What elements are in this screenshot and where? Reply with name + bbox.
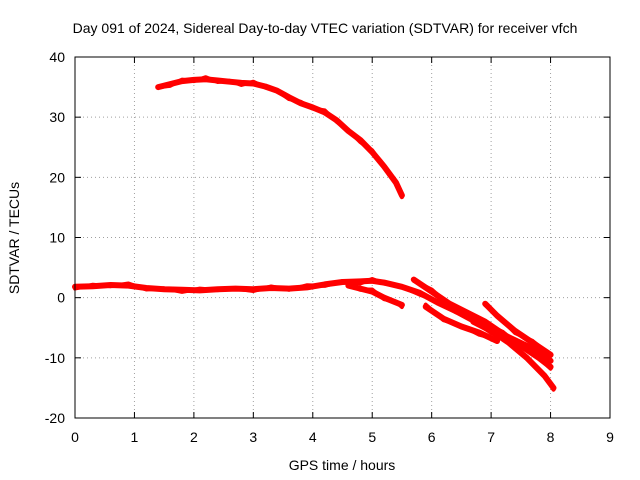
x-tick-label: 4 — [309, 429, 317, 445]
x-tick-label: 7 — [487, 429, 495, 445]
axis-ticks — [74, 56, 611, 419]
y-tick-label: 10 — [49, 230, 65, 246]
y-axis-title: SDTVAR / TECUs — [6, 182, 22, 294]
y-tick-label: -10 — [45, 350, 65, 366]
series-track-a-spread — [156, 75, 404, 200]
y-tick-label: -20 — [45, 410, 65, 426]
x-tick-label: 9 — [606, 429, 614, 445]
x-tick-label: 0 — [71, 429, 79, 445]
x-tick-label: 1 — [131, 429, 139, 445]
series-track-f-spread — [483, 303, 553, 358]
chart-title: Day 091 of 2024, Sidereal Day-to-day VTE… — [73, 20, 578, 36]
y-tick-label: 40 — [49, 49, 65, 65]
y-tick-label: 30 — [49, 109, 65, 125]
x-axis-title: GPS time / hours — [289, 457, 396, 473]
series-track-e-spread — [423, 302, 500, 342]
x-tick-label: 2 — [190, 429, 198, 445]
x-tick-label: 3 — [249, 429, 257, 445]
series-track-d-spread — [411, 278, 553, 371]
y-tick-label: 0 — [57, 290, 65, 306]
series-track-g-spread — [471, 318, 556, 392]
grid-lines — [75, 57, 610, 418]
x-tick-label: 6 — [428, 429, 436, 445]
y-tick-label: 20 — [49, 169, 65, 185]
series-track-a — [155, 76, 405, 199]
x-tick-labels: 0 1 2 3 4 5 6 7 8 9 — [71, 429, 614, 445]
series-track-c-spread — [346, 282, 404, 309]
x-tick-label: 5 — [368, 429, 376, 445]
data-series — [72, 75, 557, 392]
y-tick-labels: 40 30 20 10 0 -10 -20 — [45, 49, 65, 426]
x-tick-label: 8 — [547, 429, 555, 445]
